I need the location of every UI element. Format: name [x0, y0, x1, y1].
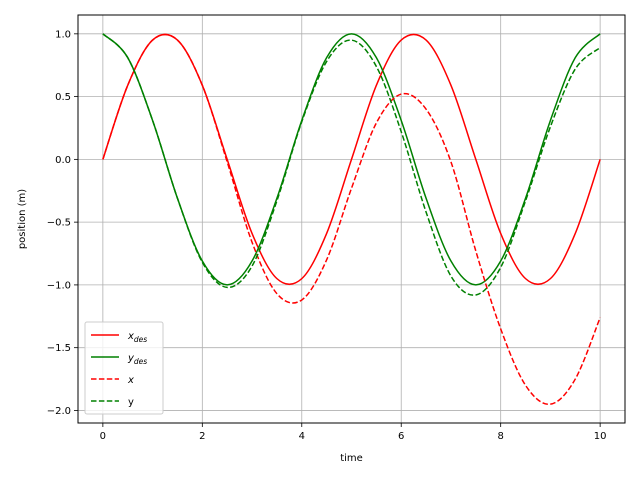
legend-label-main: y: [127, 353, 135, 364]
y-tick-label: −1.5: [47, 343, 71, 354]
y-tick-label: −1.0: [47, 280, 71, 291]
x-tick-label: 6: [398, 431, 404, 442]
series-line-x: [102, 33, 601, 405]
y-tick-label: 0.0: [55, 155, 71, 166]
series-line-y: [102, 33, 601, 296]
legend-label: x: [127, 375, 134, 386]
plot-frame: [77, 14, 626, 424]
legend-label-main: y: [128, 397, 134, 408]
y-axis-label: position (m): [17, 189, 28, 249]
y-tick-label: −0.5: [47, 218, 71, 229]
series-layer: [102, 33, 601, 405]
x-tick-label: 2: [199, 431, 205, 442]
x-tick-label: 4: [299, 431, 305, 442]
legend-label: xdes: [127, 331, 147, 344]
x-tick-label: 0: [100, 431, 106, 442]
series-line-x-des: [102, 33, 601, 286]
legend-label-main: x: [127, 375, 134, 386]
x-tick-label: 10: [594, 431, 607, 442]
legend-label: y: [128, 397, 134, 408]
legend-label: ydes: [127, 353, 147, 366]
legend-label-main: x: [127, 331, 134, 342]
x-axis-label: time: [340, 453, 363, 464]
x-tick-label: 8: [497, 431, 503, 442]
y-tick-label: −2.0: [47, 406, 71, 417]
ticks: 0 2 4 6 8 10 1.0 0.5 0.0 −0.5 −1.0 −1.5 −2.0: [47, 29, 607, 442]
grid: [78, 15, 625, 423]
legend-label-sub: des: [134, 335, 147, 344]
y-tick-label: 1.0: [55, 29, 71, 40]
legend-label-sub: des: [134, 357, 147, 366]
legend-box: [84, 321, 164, 415]
y-tick-label: 0.5: [55, 92, 71, 103]
